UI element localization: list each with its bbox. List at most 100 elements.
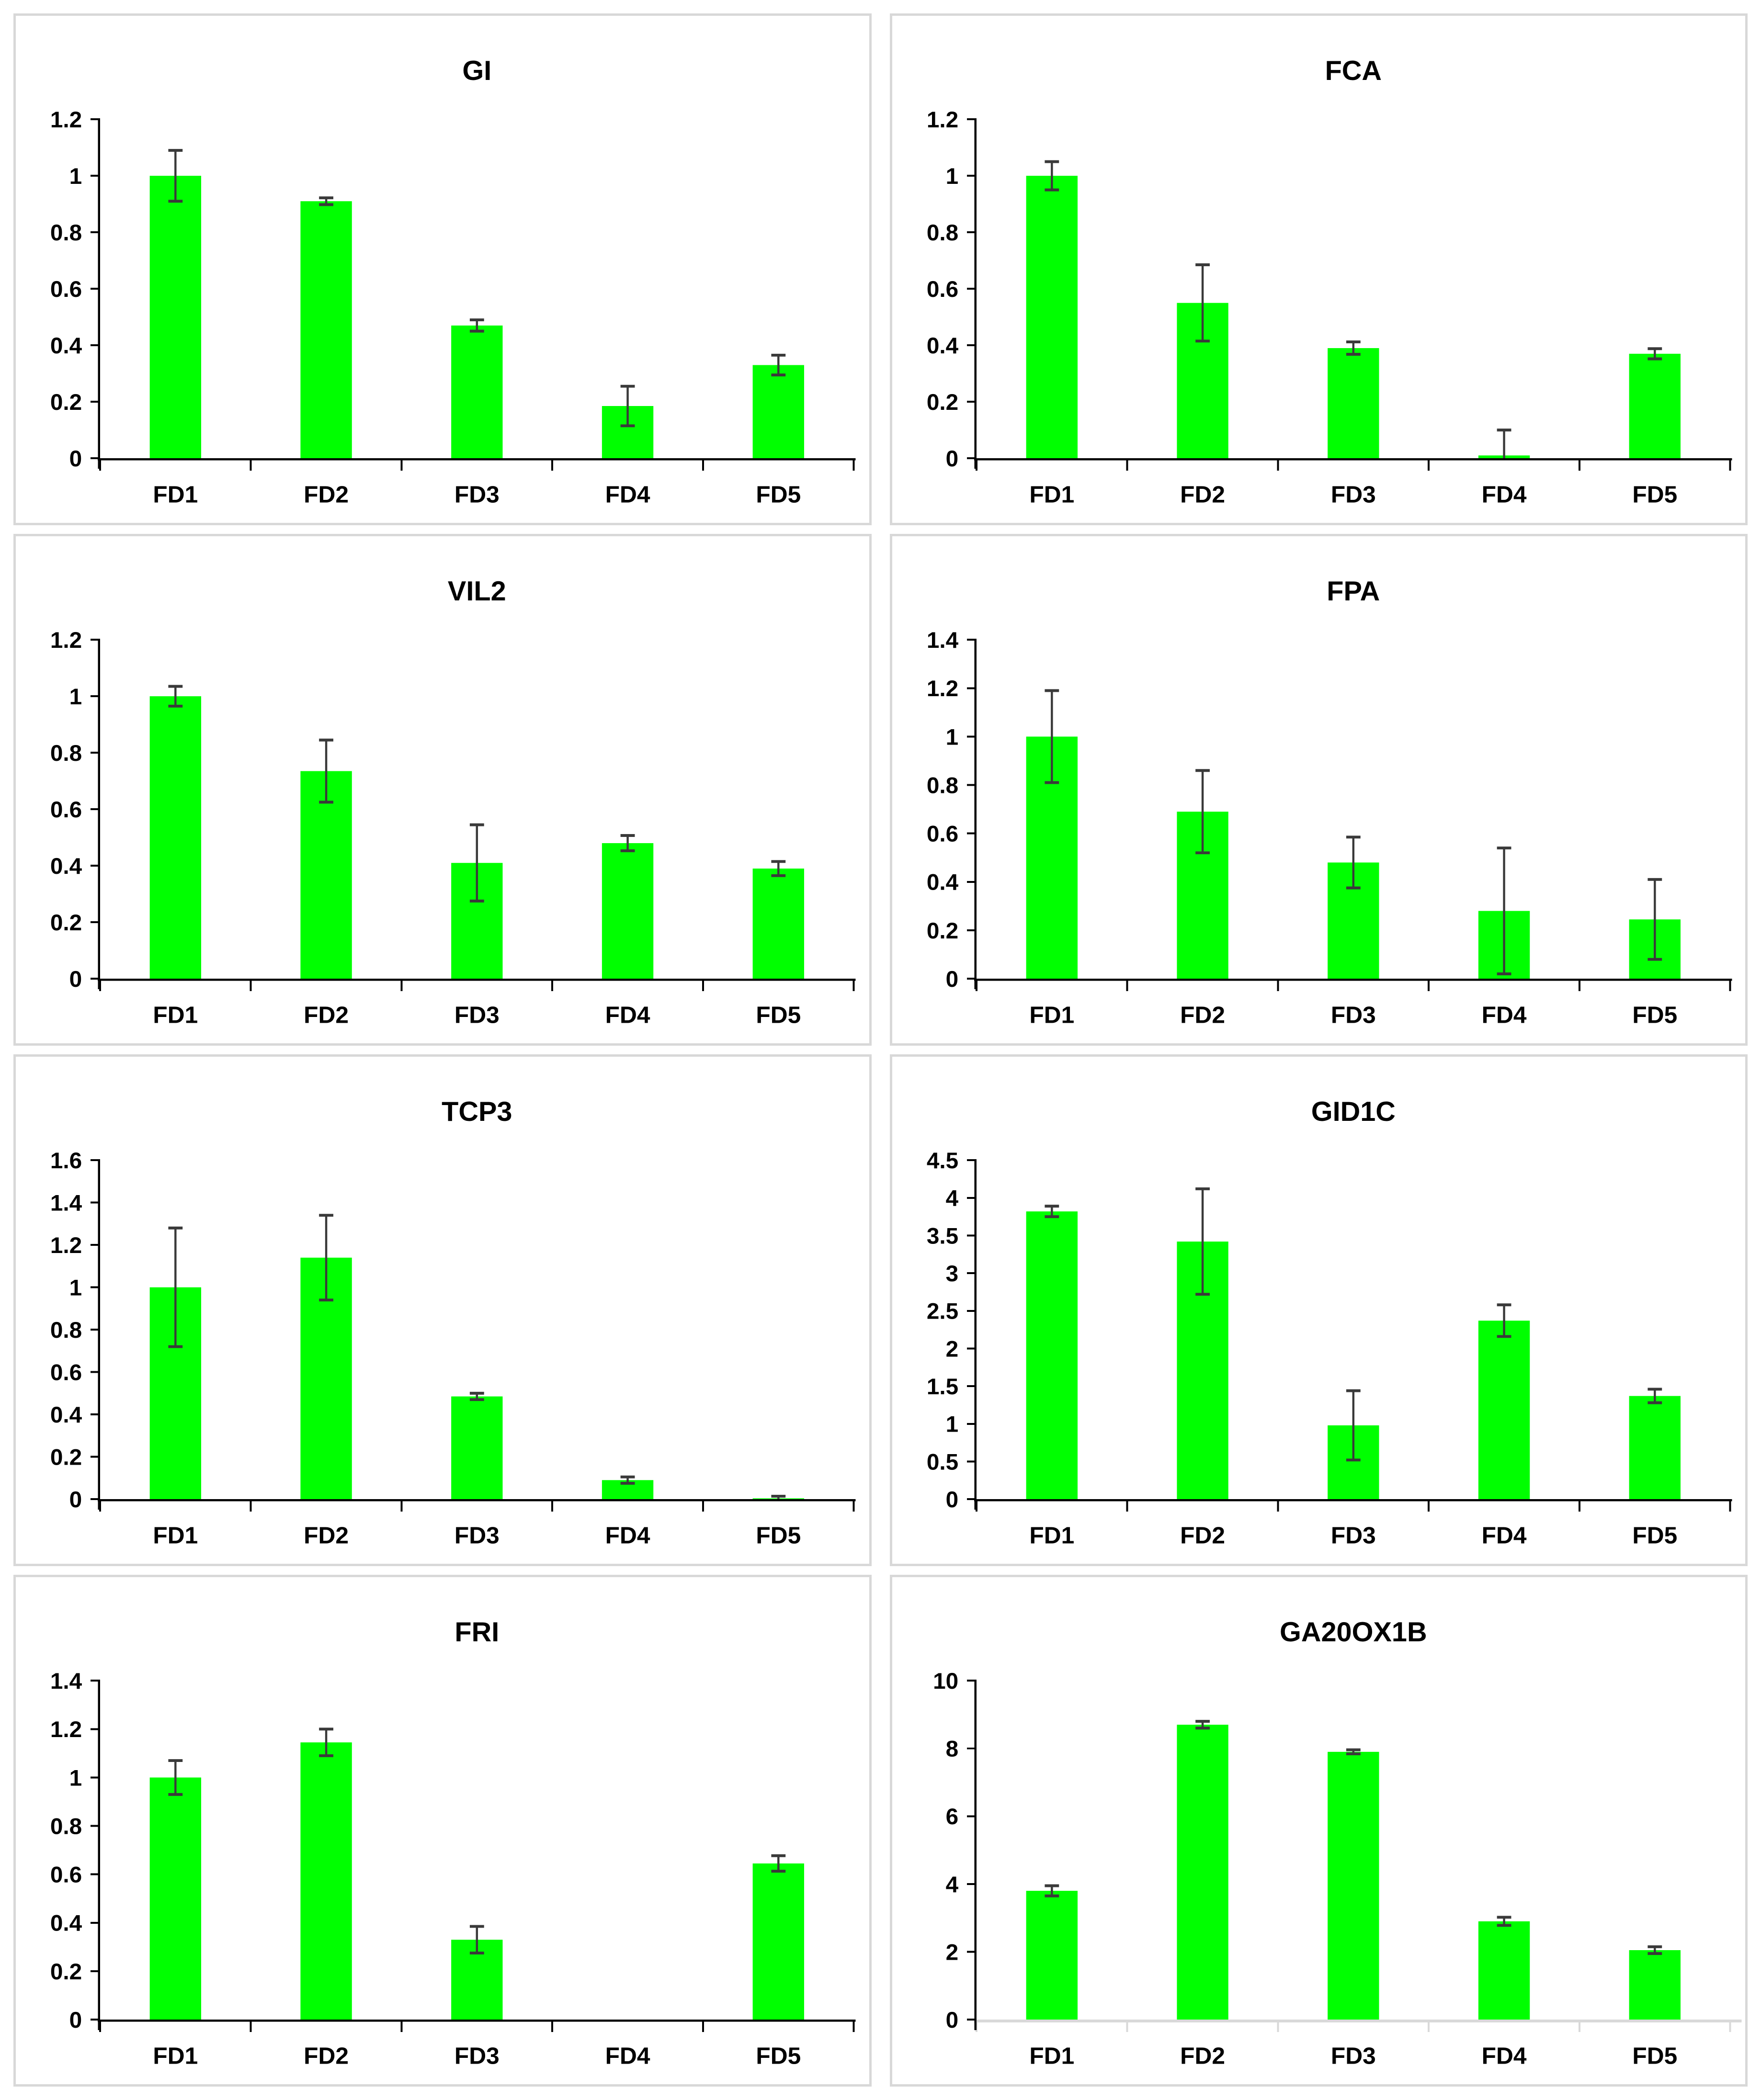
y-tick-label: 0 (69, 446, 82, 472)
y-tick-label: 0.6 (50, 277, 82, 302)
error-bar-FD2 (319, 196, 333, 206)
y-tick-label: 8 (945, 1737, 958, 1762)
bar-FD5 (752, 365, 804, 459)
error-bar-FD4 (1497, 1916, 1511, 1927)
x-category-label: FD3 (454, 481, 500, 508)
bar-FD2 (300, 771, 352, 979)
y-tick-label: 0.8 (50, 220, 82, 246)
y-tick-label: 1 (69, 1276, 82, 1301)
chart-title: TCP3 (442, 1096, 512, 1127)
chart-panel-GI: 0 0.2 0.4 0.6 0.8 1 1.2 FD1 FD2 FD3 FD4 FD5 GI (13, 13, 872, 525)
x-category-label: FD3 (1330, 2042, 1375, 2069)
y-tick-label: 0 (945, 967, 958, 992)
y-tick-label: 0.6 (926, 822, 958, 847)
y-tick-label: 1.2 (926, 107, 958, 133)
chart-TCP3: 0 0.2 0.4 0.6 0.8 1 1.2 1.4 1.6 FD1 FD2 FD3 FD4 FD5 TC… (50, 1096, 856, 1548)
x-category-label: FD5 (756, 1522, 801, 1548)
y-tick-label: 0.6 (50, 797, 82, 823)
bar-FD3 (451, 1396, 503, 1500)
y-tick-label: 1 (69, 684, 82, 710)
y-tick-label: 0.4 (926, 333, 958, 359)
x-category-label: FD5 (756, 1001, 801, 1028)
bar-FD1 (1026, 1211, 1078, 1500)
error-bar-FD2 (319, 738, 333, 804)
error-bar-FD5 (771, 1854, 786, 1873)
x-category-label: FD4 (605, 1522, 650, 1548)
error-bar-FD3 (1346, 340, 1361, 356)
y-tick-label: 3.5 (926, 1223, 958, 1249)
x-category-label: FD5 (756, 481, 801, 508)
bar-FD1 (149, 176, 202, 459)
y-tick-label: 2.5 (926, 1299, 958, 1324)
y-tick-label: 3 (945, 1261, 958, 1287)
x-category-label: FD3 (454, 1522, 500, 1548)
error-bar-FD2 (1195, 769, 1210, 855)
y-tick-label: 6 (945, 1804, 958, 1829)
chart-GA20OX1B: 0 2 4 6 8 10 FD1 FD2 FD3 FD4 FD5 GA20OX1B (933, 1617, 1742, 2069)
x-category-label: FD1 (1029, 1522, 1074, 1548)
chart-title: GA20OX1B (1280, 1617, 1427, 1648)
x-category-label: FD4 (605, 2042, 650, 2069)
x-category-label: FD2 (304, 481, 349, 508)
bar-FD3 (451, 325, 503, 459)
x-category-label: FD2 (1180, 481, 1225, 508)
chart-panel-TCP3: 0 0.2 0.4 0.6 0.8 1 1.2 1.4 1.6 FD1 FD2 FD3 FD4 FD5 TC… (13, 1054, 872, 1566)
x-category-label: FD3 (454, 1001, 500, 1028)
chart-panel-FRI: 0 0.2 0.4 0.6 0.8 1 1.2 1.4 FD1 FD2 FD3 FD4 FD5 FRI (13, 1575, 872, 2087)
y-tick-label: 1 (69, 164, 82, 189)
y-tick-label: 0.4 (50, 854, 82, 879)
error-bar-FD1 (1044, 1205, 1059, 1219)
bar-FD2 (300, 201, 352, 459)
chart-VIL2: 0 0.2 0.4 0.6 0.8 1 1.2 FD1 FD2 FD3 FD4 FD5 VIL2 (50, 576, 856, 1028)
error-bar-FD1 (168, 685, 183, 708)
chart-GI: 0 0.2 0.4 0.6 0.8 1 1.2 FD1 FD2 FD3 FD4 FD5 GI (50, 56, 856, 508)
bar-FD5 (752, 1863, 804, 2020)
error-bar-FD2 (1195, 1720, 1210, 1730)
x-category-label: FD1 (153, 481, 198, 508)
bar-FD1 (1026, 176, 1078, 459)
y-tick-label: 4.5 (926, 1148, 958, 1174)
y-tick-label: 1.4 (50, 1191, 82, 1216)
y-tick-label: 0 (945, 446, 958, 472)
x-category-label: FD4 (1481, 1522, 1526, 1548)
bar-FD5 (1629, 1950, 1681, 2020)
error-bar-FD3 (1346, 835, 1361, 890)
chart-title: VIL2 (448, 576, 506, 607)
y-tick-label: 1.2 (50, 1717, 82, 1742)
x-category-label: FD1 (153, 1001, 198, 1028)
y-tick-label: 1.4 (50, 1669, 82, 1694)
y-tick-label: 0.6 (926, 277, 958, 302)
x-category-label: FD1 (153, 1522, 198, 1548)
bar-FD5 (752, 869, 804, 979)
y-tick-label: 0.6 (50, 1863, 82, 1888)
error-bar-FD1 (168, 1226, 183, 1348)
chart-FCA: 0 0.2 0.4 0.6 0.8 1 1.2 FD1 FD2 FD3 FD4 FD5 FCA (926, 56, 1732, 508)
x-category-label: FD5 (756, 2042, 801, 2069)
bar-FD5 (1629, 1396, 1681, 1500)
y-tick-label: 0 (69, 1487, 82, 1513)
bar-FD4 (1478, 1921, 1530, 2020)
error-bar-FD5 (1647, 1945, 1662, 1955)
chart-title: FRI (454, 1617, 499, 1648)
y-tick-label: 0.8 (50, 741, 82, 766)
x-category-label: FD2 (1180, 1001, 1225, 1028)
error-bar-FD4 (620, 834, 635, 852)
x-category-label: FD4 (1481, 2042, 1526, 2069)
error-bar-FD4 (1497, 1303, 1511, 1338)
error-bar-FD2 (319, 1727, 333, 1757)
x-category-label: FD1 (1029, 2042, 1074, 2069)
bar-FD3 (1327, 348, 1379, 459)
x-category-label: FD5 (1632, 2042, 1677, 2069)
error-bar-FD1 (1044, 1884, 1059, 1897)
y-tick-label: 0 (69, 2008, 82, 2033)
error-bar-FD5 (771, 1494, 786, 1500)
y-tick-label: 1.2 (50, 1233, 82, 1258)
y-tick-label: 0.2 (50, 910, 82, 936)
error-bar-FD3 (469, 1925, 484, 1955)
y-tick-label: 4 (945, 1872, 958, 1897)
error-bar-FD3 (469, 1391, 484, 1401)
x-category-label: FD4 (605, 1001, 650, 1028)
bar-FD1 (149, 1777, 202, 2020)
error-bar-FD2 (1195, 1187, 1210, 1296)
